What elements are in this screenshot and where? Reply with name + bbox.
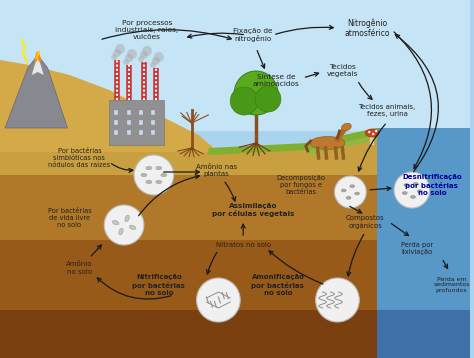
Ellipse shape — [156, 166, 162, 170]
Text: Tecidos
vegetais: Tecidos vegetais — [327, 63, 358, 77]
Ellipse shape — [161, 173, 167, 177]
Circle shape — [234, 71, 278, 115]
Circle shape — [127, 49, 137, 59]
Ellipse shape — [350, 185, 355, 188]
Ellipse shape — [346, 196, 351, 199]
Text: Nitrogênio
atmosférico: Nitrogênio atmosférico — [345, 18, 390, 38]
Ellipse shape — [417, 190, 422, 193]
Bar — [114, 120, 118, 125]
Text: Por processos
industriais, raios,
vulcões: Por processos industriais, raios, vulcõe… — [115, 20, 179, 40]
Bar — [151, 130, 155, 135]
Circle shape — [154, 52, 164, 62]
Ellipse shape — [310, 136, 345, 150]
Polygon shape — [0, 240, 471, 358]
Polygon shape — [0, 310, 471, 358]
Circle shape — [152, 57, 160, 65]
Ellipse shape — [341, 189, 346, 192]
Text: Fixação de
nitrogênio: Fixação de nitrogênio — [233, 28, 273, 42]
Circle shape — [255, 86, 281, 112]
Circle shape — [123, 59, 129, 65]
Circle shape — [138, 56, 144, 62]
Bar — [109, 100, 164, 145]
Circle shape — [368, 131, 370, 133]
Text: Por bactérias
de vida livre
no solo: Por bactérias de vida livre no solo — [47, 208, 91, 228]
Bar — [139, 130, 143, 135]
Circle shape — [134, 155, 173, 195]
Polygon shape — [209, 128, 377, 155]
Ellipse shape — [413, 182, 418, 185]
Polygon shape — [377, 310, 471, 358]
Ellipse shape — [402, 192, 407, 194]
Text: Amônio nas
plantas: Amônio nas plantas — [196, 164, 237, 176]
Polygon shape — [308, 128, 377, 155]
Bar — [0, 0, 471, 130]
Polygon shape — [5, 55, 67, 128]
Circle shape — [197, 278, 240, 322]
Ellipse shape — [112, 221, 119, 225]
Text: Nitratos no solo: Nitratos no solo — [216, 242, 271, 248]
Circle shape — [372, 133, 374, 135]
Ellipse shape — [410, 195, 416, 198]
Text: Tecidos animais,
fezes, urina: Tecidos animais, fezes, urina — [358, 103, 416, 116]
Ellipse shape — [404, 183, 409, 187]
Text: Por bactérias
simbióticas nos
nódulos das raízes: Por bactérias simbióticas nos nódulos da… — [48, 148, 110, 168]
Ellipse shape — [129, 225, 136, 229]
Bar — [114, 130, 118, 135]
Bar — [127, 120, 131, 125]
Text: Assimilação
por células vegetais: Assimilação por células vegetais — [212, 203, 294, 217]
Circle shape — [394, 172, 430, 208]
Bar — [127, 130, 131, 135]
Ellipse shape — [146, 180, 152, 184]
Circle shape — [335, 176, 366, 208]
Circle shape — [125, 54, 133, 62]
Ellipse shape — [125, 215, 129, 222]
Ellipse shape — [355, 192, 360, 195]
Circle shape — [140, 51, 148, 59]
Circle shape — [316, 278, 359, 322]
Polygon shape — [0, 175, 471, 358]
Circle shape — [115, 44, 125, 54]
Bar — [139, 110, 143, 115]
Text: Amonificação
por bactérias
no solo: Amonificação por bactérias no solo — [252, 274, 304, 296]
Circle shape — [375, 130, 377, 132]
Text: Síntese de
aminoácidos: Síntese de aminoácidos — [253, 73, 299, 87]
Bar — [114, 110, 118, 115]
Circle shape — [142, 46, 152, 56]
Ellipse shape — [141, 173, 147, 177]
Bar — [151, 110, 155, 115]
Circle shape — [150, 62, 156, 68]
Ellipse shape — [146, 166, 152, 170]
Text: Perda por
lixiviação: Perda por lixiviação — [401, 242, 433, 255]
Circle shape — [104, 205, 144, 245]
Text: Amônio
no solo: Amônio no solo — [66, 261, 92, 275]
Bar — [139, 120, 143, 125]
Polygon shape — [32, 55, 44, 75]
Circle shape — [111, 54, 117, 60]
Ellipse shape — [156, 180, 162, 184]
Ellipse shape — [342, 123, 351, 131]
Circle shape — [230, 87, 258, 115]
Polygon shape — [0, 120, 471, 358]
Bar — [127, 110, 131, 115]
Text: Desnitrificação
por bactérias
no solo: Desnitrificação por bactérias no solo — [402, 174, 462, 195]
Text: Decomposição
por fungos e
bactérias: Decomposição por fungos e bactérias — [276, 175, 325, 195]
Circle shape — [113, 49, 121, 57]
Ellipse shape — [119, 228, 123, 235]
Text: Perda em
sedimentos
profundos: Perda em sedimentos profundos — [433, 277, 470, 293]
Polygon shape — [377, 128, 471, 310]
Text: Nitrificação
por bactérias
no solo: Nitrificação por bactérias no solo — [132, 274, 185, 296]
Ellipse shape — [365, 129, 379, 137]
Text: Compostos
orgânicos: Compostos orgânicos — [346, 215, 384, 229]
Polygon shape — [0, 60, 219, 152]
Bar — [151, 120, 155, 125]
